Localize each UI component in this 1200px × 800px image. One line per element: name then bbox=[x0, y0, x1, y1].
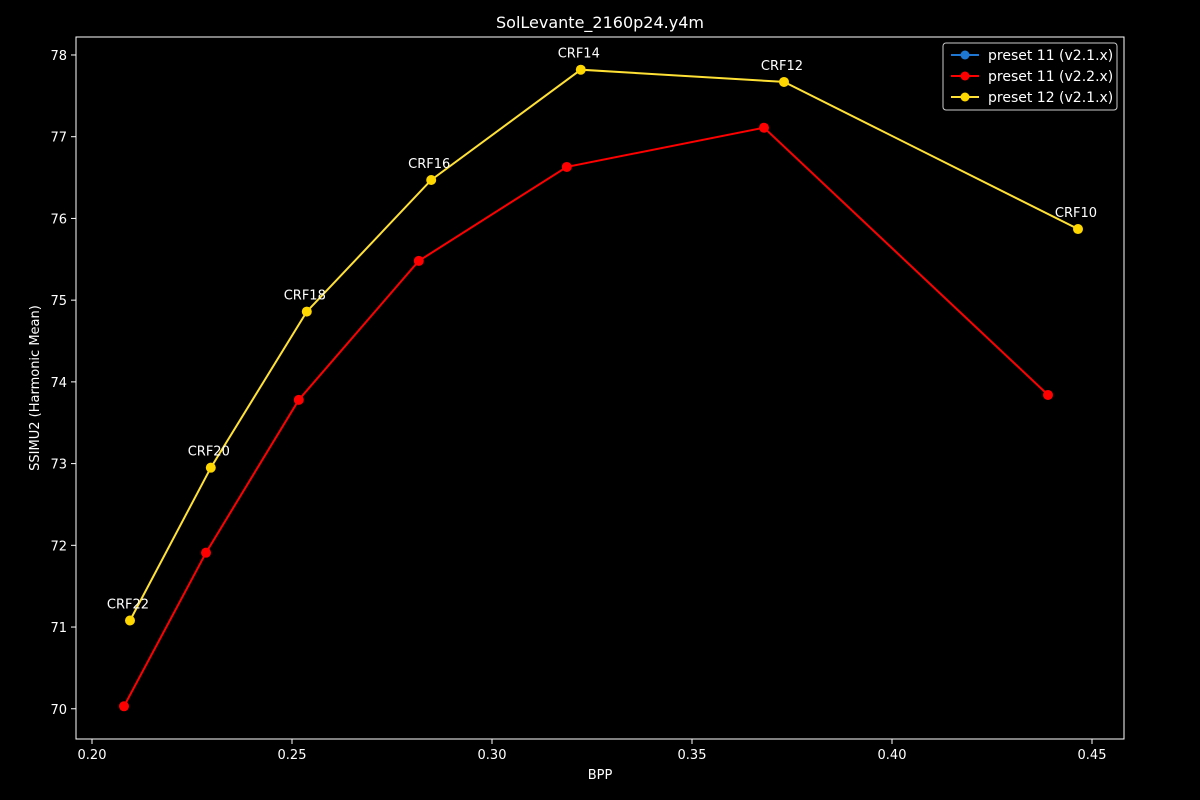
y-tick-label: 77 bbox=[50, 131, 67, 146]
y-tick-label: 76 bbox=[50, 212, 67, 227]
y-tick-label: 74 bbox=[50, 376, 67, 391]
legend-label: preset 12 (v2.1.x) bbox=[988, 90, 1113, 106]
crf-annotation: CRF14 bbox=[558, 47, 600, 62]
series-2-point bbox=[205, 462, 216, 473]
legend-box bbox=[942, 42, 1118, 111]
x-tick-label: 0.45 bbox=[1078, 748, 1107, 763]
legend-label: preset 11 (v2.1.x) bbox=[988, 48, 1113, 64]
x-axis-label: BPP bbox=[588, 768, 613, 783]
legend-label: preset 11 (v2.2.x) bbox=[988, 69, 1113, 85]
series-1-point bbox=[561, 161, 572, 172]
crf-annotation: CRF22 bbox=[107, 598, 149, 613]
y-tick-label: 71 bbox=[50, 621, 67, 636]
series-2-point bbox=[1073, 224, 1083, 235]
y-tick-label: 70 bbox=[50, 703, 67, 718]
series-1-point bbox=[1043, 389, 1053, 400]
legend-swatch-marker bbox=[960, 50, 970, 60]
x-tick-label: 0.40 bbox=[878, 748, 907, 763]
plot-area: 0.20 0.25 0.30 0.35 0.40 0.45 70 71 72 73 74 75 76 77… bbox=[50, 36, 1125, 763]
x-tick-label: 0.30 bbox=[478, 748, 507, 763]
legend: preset 11 (v2.1.x) preset 11 (v2.2.x) pres… bbox=[942, 42, 1118, 111]
series-2-point bbox=[426, 175, 437, 186]
series-2-point bbox=[125, 615, 135, 626]
y-tick-label: 73 bbox=[50, 458, 67, 473]
series-1-point bbox=[759, 122, 769, 133]
crf-annotation: CRF12 bbox=[761, 59, 803, 74]
x-tick-label: 0.25 bbox=[278, 748, 307, 763]
plot-frame bbox=[75, 36, 1125, 740]
series-2-point bbox=[779, 76, 789, 87]
y-tick-label: 75 bbox=[50, 294, 67, 309]
series-2-point bbox=[575, 64, 586, 75]
y-axis-label: SSIMU2 (Harmonic Mean) bbox=[28, 305, 43, 471]
series-1-point bbox=[119, 701, 129, 712]
legend-swatch-marker bbox=[960, 71, 970, 81]
crf-annotation: CRF10 bbox=[1055, 206, 1097, 221]
series-1-point bbox=[413, 255, 424, 266]
x-tick-label: 0.20 bbox=[78, 748, 107, 763]
y-tick-label: 72 bbox=[50, 539, 67, 554]
series-2-point bbox=[301, 306, 312, 317]
series-1-point bbox=[201, 547, 211, 558]
legend-swatch-marker bbox=[960, 92, 970, 102]
chart-title: SolLevante_2160p24.y4m bbox=[496, 13, 704, 33]
y-tick-label: 78 bbox=[50, 49, 67, 64]
crf-annotation: CRF16 bbox=[408, 157, 450, 172]
series-1-point bbox=[293, 394, 304, 405]
crf-annotation: CRF20 bbox=[188, 445, 230, 460]
x-tick-label: 0.35 bbox=[678, 748, 707, 763]
crf-annotation: CRF18 bbox=[284, 289, 326, 304]
